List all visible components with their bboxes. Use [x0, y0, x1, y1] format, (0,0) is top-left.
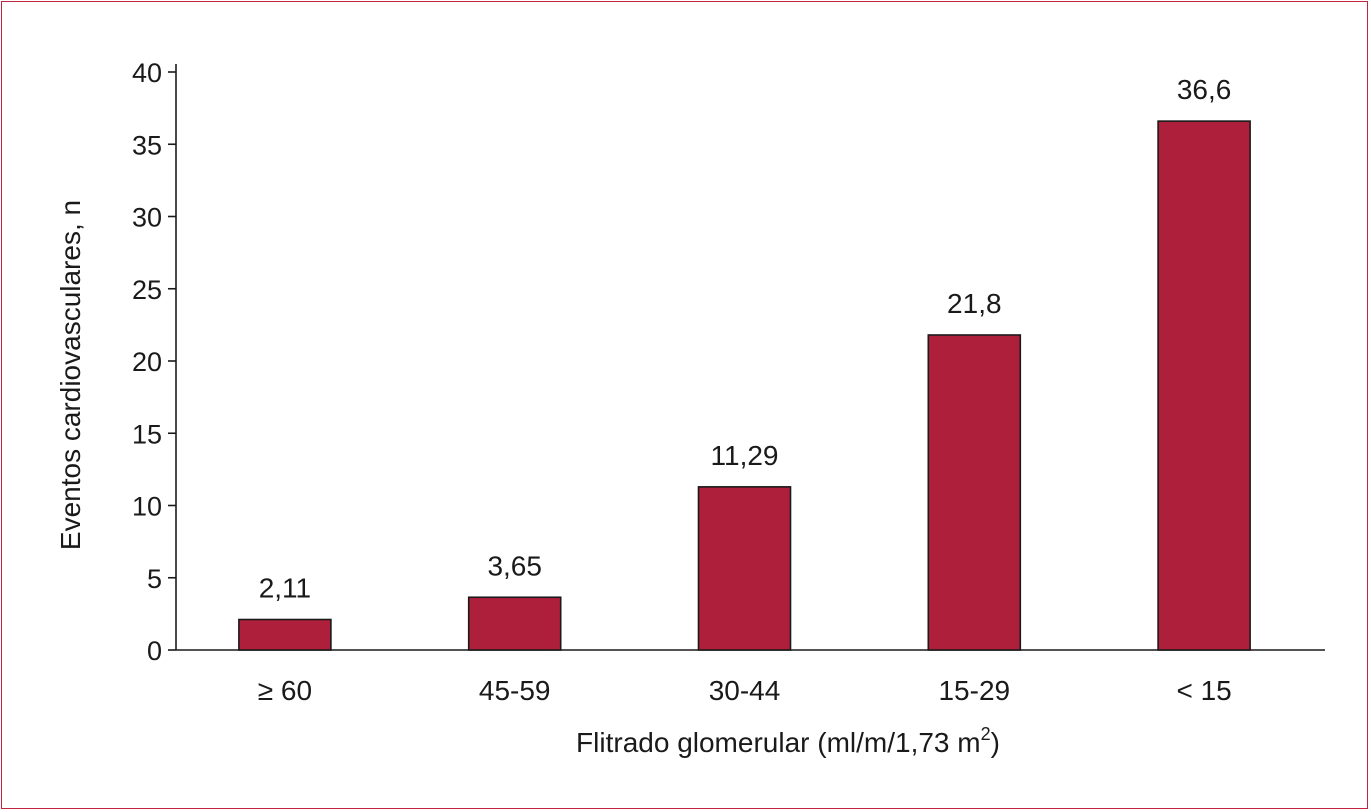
bar: [1157, 120, 1251, 651]
x-tick-label: 30-44: [709, 675, 781, 706]
y-tick-label: 5: [147, 564, 162, 594]
y-tick-label: 0: [147, 636, 162, 666]
labels: 2,11 ≥ 60 3,65 45-59 11,29 30-44 21,8 15-29 36,6…: [258, 74, 1232, 706]
bar-value-label: 2,11: [259, 573, 311, 604]
x-axis-title-close: ): [991, 727, 1000, 758]
bar: [927, 334, 1022, 651]
y-tick-label: 25: [132, 275, 162, 305]
y-tick-label: 30: [132, 203, 162, 233]
x-axis-title-main: Flitrado glomerular (ml/m/1,73 m: [576, 727, 981, 758]
bar-value-label: 11,29: [711, 440, 779, 471]
bar: [467, 596, 562, 651]
x-tick-label: < 15: [1176, 675, 1231, 706]
bar: [697, 486, 792, 651]
y-tick-label: 10: [132, 492, 162, 522]
x-axis-title-superscript: 2: [981, 724, 991, 744]
x-tick-label: ≥ 60: [258, 675, 312, 706]
bars: [238, 120, 1251, 651]
x-tick-label: 45-59: [479, 675, 551, 706]
axes: 0 5 10 15 20 25 30 35 40: [132, 58, 1325, 666]
y-tick-label: 35: [132, 130, 162, 160]
x-tick-label: 15-29: [938, 675, 1010, 706]
x-axis-title: Flitrado glomerular (ml/m/1,73 m2): [576, 724, 1000, 758]
bar-value-label: 3,65: [487, 550, 542, 581]
y-axis-title: Eventos cardiovasculares, n: [55, 200, 86, 550]
bar: [238, 618, 332, 651]
y-tick-label: 15: [132, 419, 162, 449]
bar-value-label: 21,8: [947, 288, 1002, 319]
bar-value-label: 36,6: [1177, 74, 1232, 105]
y-tick-label: 40: [132, 58, 162, 88]
y-tick-label: 20: [132, 347, 162, 377]
